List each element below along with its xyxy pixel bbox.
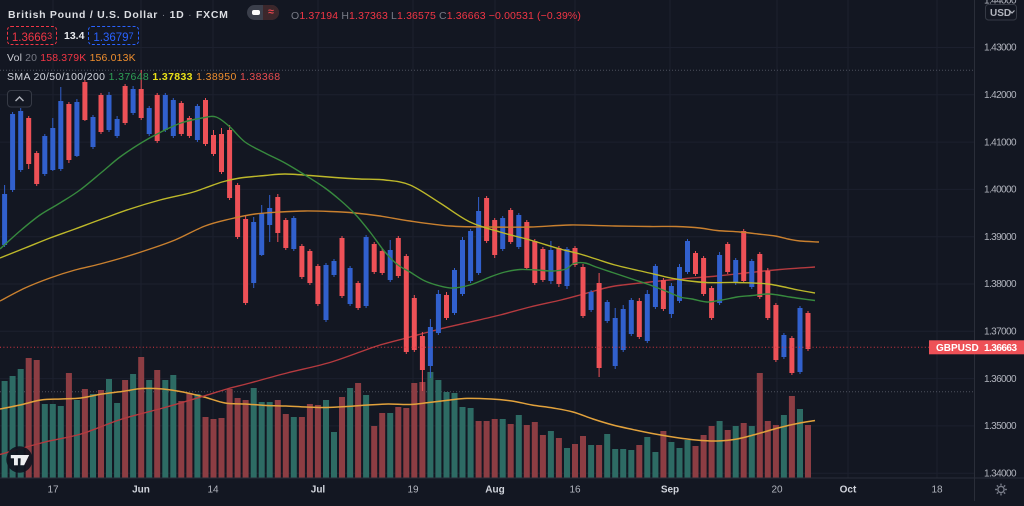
svg-text:1.41000: 1.41000: [984, 137, 1017, 148]
svg-text:1.36000: 1.36000: [984, 374, 1017, 385]
svg-text:Jun: Jun: [132, 485, 150, 496]
svg-text:Aug: Aug: [485, 485, 504, 496]
svg-text:1.42000: 1.42000: [984, 90, 1017, 101]
svg-text:1.37000: 1.37000: [984, 327, 1017, 338]
svg-text:Jul: Jul: [311, 485, 326, 496]
svg-text:GBPUSD: GBPUSD: [936, 343, 979, 354]
svg-text:USD: USD: [990, 8, 1011, 19]
svg-text:1.34000: 1.34000: [984, 468, 1017, 479]
svg-text:1.38000: 1.38000: [984, 279, 1017, 290]
svg-text:1.40000: 1.40000: [984, 185, 1017, 196]
svg-text:1.44000: 1.44000: [984, 0, 1017, 6]
svg-text:1.39000: 1.39000: [984, 232, 1017, 243]
svg-text:14: 14: [207, 485, 219, 496]
svg-text:19: 19: [407, 485, 419, 496]
svg-text:1.43000: 1.43000: [984, 43, 1017, 54]
svg-text:18: 18: [931, 485, 943, 496]
svg-text:17: 17: [47, 485, 59, 496]
svg-text:1.35000: 1.35000: [984, 421, 1017, 432]
svg-text:Oct: Oct: [840, 485, 857, 496]
svg-text:20: 20: [771, 485, 783, 496]
svg-text:16: 16: [569, 485, 581, 496]
svg-text:1.36663: 1.36663: [984, 343, 1017, 354]
svg-text:Sep: Sep: [661, 485, 679, 496]
